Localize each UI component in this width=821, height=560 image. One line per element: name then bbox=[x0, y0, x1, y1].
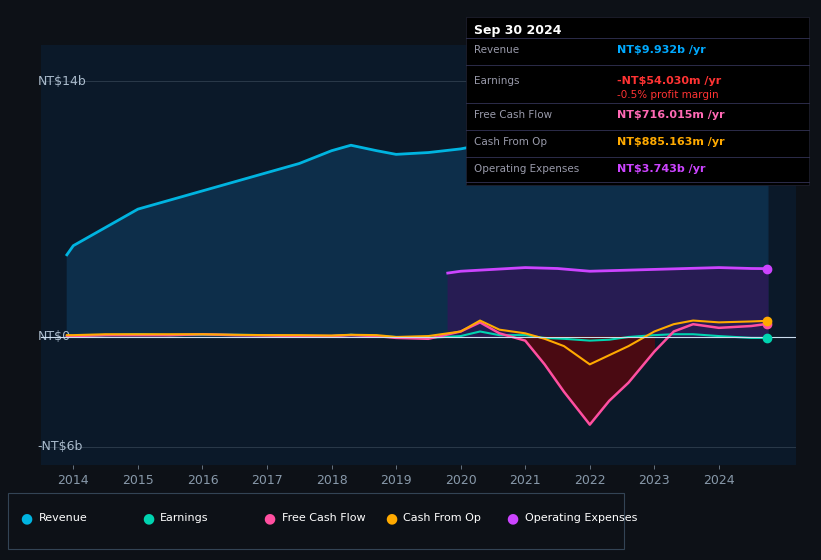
Text: -NT$54.030m /yr: -NT$54.030m /yr bbox=[617, 76, 722, 86]
Text: Operating Expenses: Operating Expenses bbox=[525, 513, 637, 523]
Text: Cash From Op: Cash From Op bbox=[474, 137, 547, 147]
Text: Free Cash Flow: Free Cash Flow bbox=[282, 513, 365, 523]
Text: NT$0: NT$0 bbox=[37, 330, 71, 343]
Text: Sep 30 2024: Sep 30 2024 bbox=[474, 24, 562, 38]
Text: -NT$6b: -NT$6b bbox=[37, 440, 83, 453]
Text: Earnings: Earnings bbox=[474, 76, 519, 86]
Text: NT$3.743b /yr: NT$3.743b /yr bbox=[617, 164, 706, 174]
Text: ●: ● bbox=[507, 511, 519, 525]
Text: Revenue: Revenue bbox=[39, 513, 87, 523]
Text: NT$9.932b /yr: NT$9.932b /yr bbox=[617, 45, 706, 55]
Text: NT$14b: NT$14b bbox=[37, 75, 86, 88]
Text: ●: ● bbox=[385, 511, 397, 525]
Text: Cash From Op: Cash From Op bbox=[403, 513, 481, 523]
Text: Free Cash Flow: Free Cash Flow bbox=[474, 110, 552, 120]
Text: NT$885.163m /yr: NT$885.163m /yr bbox=[617, 137, 725, 147]
Text: NT$716.015m /yr: NT$716.015m /yr bbox=[617, 110, 725, 120]
Text: Revenue: Revenue bbox=[474, 45, 519, 55]
Text: Earnings: Earnings bbox=[160, 513, 209, 523]
Text: ●: ● bbox=[264, 511, 276, 525]
Text: -0.5% profit margin: -0.5% profit margin bbox=[617, 90, 719, 100]
Text: ●: ● bbox=[21, 511, 33, 525]
Text: Operating Expenses: Operating Expenses bbox=[474, 164, 579, 174]
Text: ●: ● bbox=[142, 511, 154, 525]
